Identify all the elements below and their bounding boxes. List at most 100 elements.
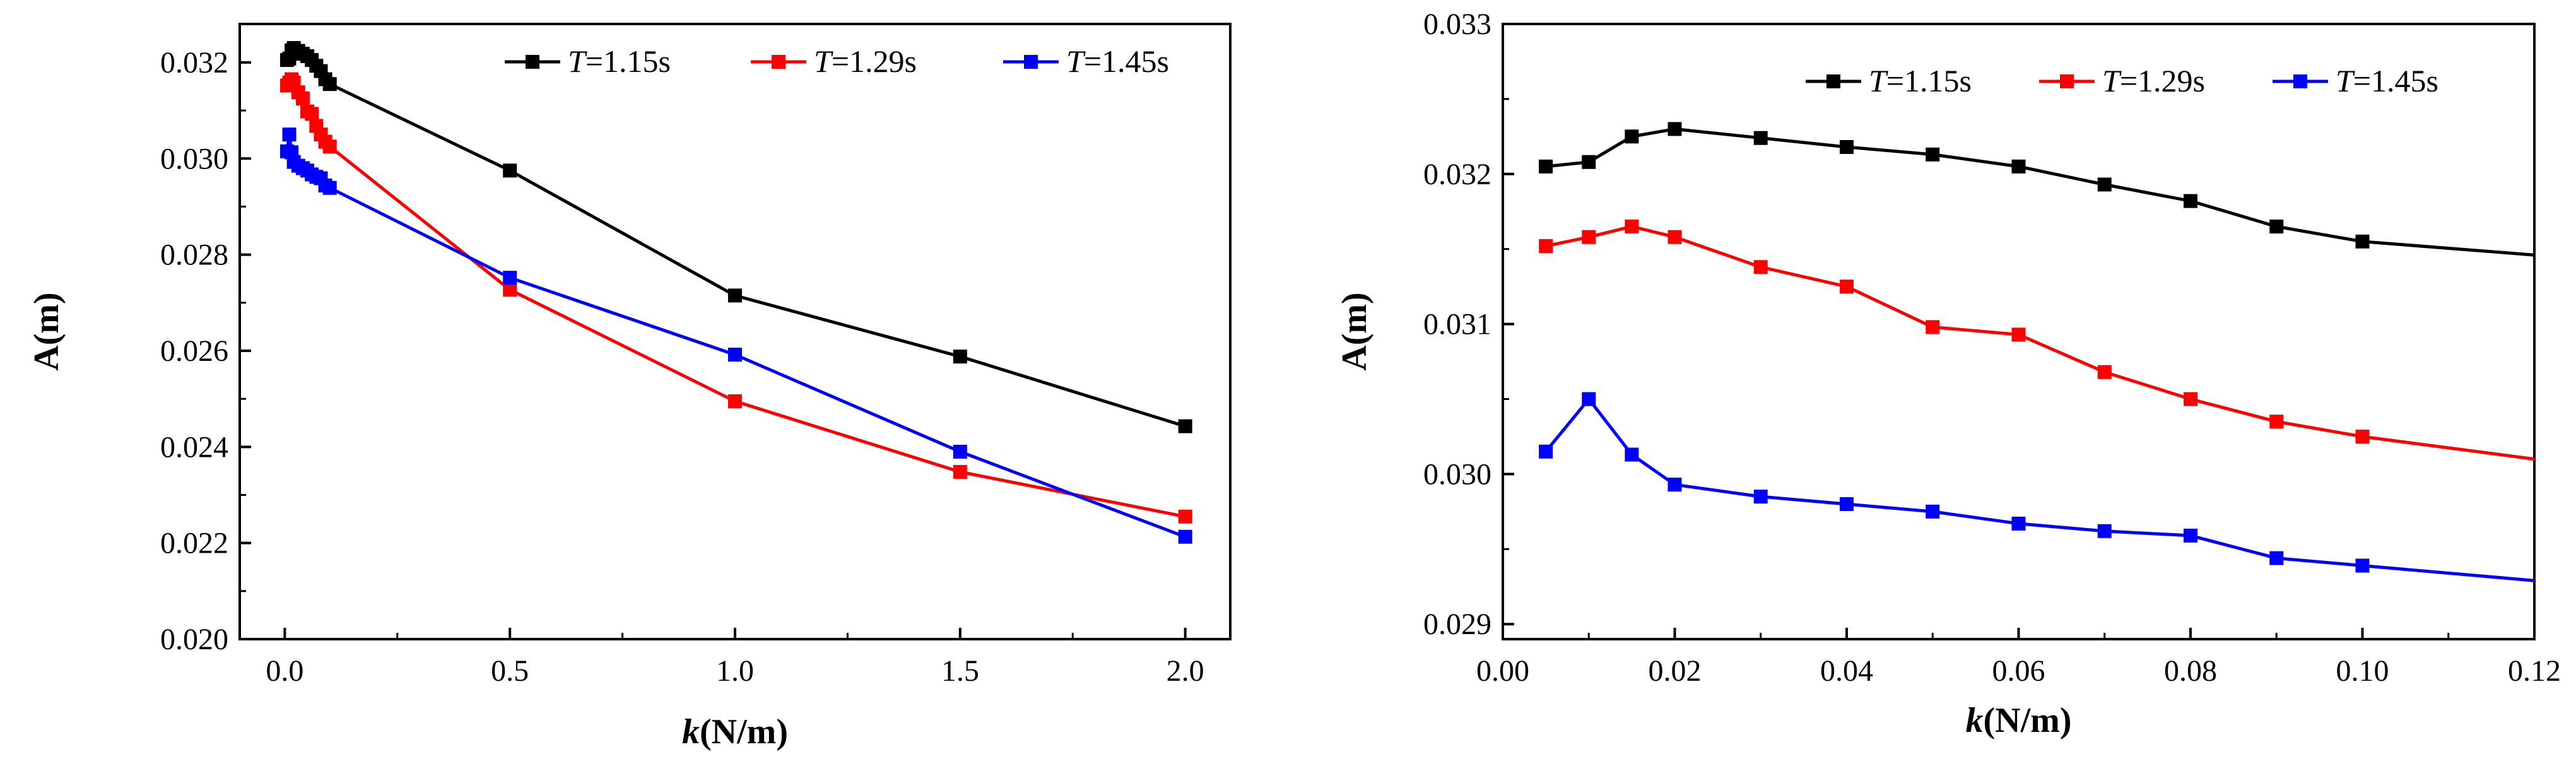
data-point bbox=[1178, 529, 1192, 544]
data-point bbox=[1667, 478, 1682, 492]
legend-item: T=1.29s bbox=[751, 44, 917, 79]
x-tick-label: 1.0 bbox=[716, 654, 754, 688]
data-point bbox=[1926, 147, 1940, 162]
legend-label-italic: T bbox=[814, 44, 833, 79]
data-point bbox=[322, 180, 337, 195]
legend-label-italic: T bbox=[568, 44, 587, 79]
data-point bbox=[1625, 220, 1639, 234]
data-point bbox=[728, 348, 742, 362]
legend-item: T=1.15s bbox=[1806, 63, 1972, 98]
data-point bbox=[1840, 280, 1854, 294]
data-point bbox=[1840, 140, 1854, 154]
x-axis-title: k(N/m) bbox=[682, 712, 788, 751]
y-tick-label: 0.028 bbox=[160, 238, 228, 272]
legend-label: T=1.15s bbox=[1869, 63, 1972, 98]
y-tick-label: 0.024 bbox=[160, 430, 228, 464]
data-point bbox=[322, 77, 337, 91]
legend: T=1.15s T=1.29s T=1.45s bbox=[1806, 63, 2438, 98]
data-point bbox=[1753, 490, 1768, 504]
data-point bbox=[1926, 504, 1940, 519]
data-point bbox=[1926, 320, 1940, 334]
series-1-15s bbox=[279, 41, 1192, 433]
data-point bbox=[503, 163, 517, 178]
legend-label: T=1.15s bbox=[568, 44, 671, 79]
series-1-29s bbox=[279, 72, 1192, 524]
x-axis-title-italic: k bbox=[1966, 701, 1984, 740]
series-line bbox=[1545, 127, 2534, 257]
legend-marker bbox=[526, 55, 539, 69]
legend-label-italic: T bbox=[1869, 63, 1888, 98]
legend-marker bbox=[772, 55, 785, 69]
x-tick-label: 1.5 bbox=[941, 654, 979, 688]
legend-item: T=1.45s bbox=[1003, 44, 1169, 79]
data-point bbox=[2011, 327, 2026, 342]
x-tick-label: 0.12 bbox=[2508, 654, 2561, 688]
y-tick-label: 0.033 bbox=[1423, 8, 1491, 41]
data-point bbox=[503, 283, 517, 297]
x-tick-label: 0.00 bbox=[1476, 654, 1529, 688]
data-point bbox=[503, 271, 517, 285]
data-point bbox=[1753, 131, 1768, 145]
data-point bbox=[2011, 159, 2026, 174]
data-point bbox=[322, 139, 337, 154]
data-point bbox=[2269, 220, 2284, 234]
data-point bbox=[1625, 447, 1639, 462]
y-tick-label: 0.030 bbox=[1423, 457, 1491, 491]
legend-label: T=1.45s bbox=[2336, 63, 2438, 98]
series-line bbox=[286, 45, 1186, 428]
legend-label-rest: =1.45s bbox=[1084, 44, 1169, 79]
x-tick-label: 0.5 bbox=[491, 654, 529, 688]
data-point bbox=[282, 127, 297, 142]
x-tick-label: 0.08 bbox=[2164, 654, 2217, 688]
legend-item: T=1.45s bbox=[2273, 63, 2438, 98]
x-tick-label: 2.0 bbox=[1167, 654, 1204, 688]
y-tick-label: 0.029 bbox=[1423, 608, 1491, 641]
data-point bbox=[953, 464, 967, 479]
legend-marker bbox=[2293, 74, 2307, 88]
data-point bbox=[2184, 528, 2197, 543]
legend-label-rest: =1.45s bbox=[2353, 63, 2438, 98]
data-point bbox=[295, 91, 310, 106]
y-tick-label: 0.020 bbox=[160, 623, 228, 656]
series-1-45s bbox=[279, 127, 1192, 544]
y-tick-label: 0.030 bbox=[160, 142, 228, 175]
legend-label-italic: T bbox=[1066, 44, 1086, 79]
legend-item: T=1.29s bbox=[2039, 63, 2205, 98]
data-point bbox=[1625, 129, 1639, 144]
data-point bbox=[2355, 558, 2370, 573]
legend-label: T=1.29s bbox=[2102, 63, 2205, 98]
legend-label-rest: =1.15s bbox=[1886, 63, 1972, 98]
data-point bbox=[2355, 234, 2370, 249]
x-tick-label: 0.02 bbox=[1649, 654, 1702, 688]
series-1-29s bbox=[1539, 220, 2534, 461]
legend-label-italic: T bbox=[2102, 63, 2122, 98]
legend-label: T=1.29s bbox=[814, 44, 917, 79]
legend-label-rest: =1.29s bbox=[832, 44, 917, 79]
data-point bbox=[728, 394, 742, 408]
data-point bbox=[2097, 177, 2112, 192]
data-point bbox=[1178, 419, 1192, 433]
series-line bbox=[1545, 225, 2534, 461]
y-tick-label: 0.032 bbox=[1423, 158, 1491, 191]
y-axis-title: A(m) bbox=[27, 292, 66, 370]
x-tick-label: 0.06 bbox=[1992, 654, 2045, 688]
data-point bbox=[728, 288, 742, 303]
data-point bbox=[1178, 509, 1192, 524]
plot-area bbox=[279, 41, 1192, 544]
plot-area bbox=[1539, 122, 2534, 582]
x-axis-title-rest: (N/m) bbox=[1984, 701, 2072, 740]
data-point bbox=[2097, 524, 2112, 538]
series-line bbox=[1544, 396, 2534, 582]
x-tick-label: 0.10 bbox=[2336, 654, 2389, 688]
legend-label: T=1.45s bbox=[1066, 44, 1169, 79]
series-1-15s bbox=[1539, 122, 2534, 257]
y-tick-label: 0.031 bbox=[1423, 308, 1491, 341]
x-axis-title: k(N/m) bbox=[1966, 701, 2072, 740]
data-point bbox=[1539, 159, 1553, 174]
x-tick-label: 0.04 bbox=[1820, 654, 1873, 688]
series-1-45s bbox=[1539, 392, 2534, 582]
data-point bbox=[2269, 415, 2284, 429]
data-point bbox=[2269, 551, 2284, 565]
data-point bbox=[1840, 497, 1854, 511]
data-point bbox=[305, 107, 319, 121]
